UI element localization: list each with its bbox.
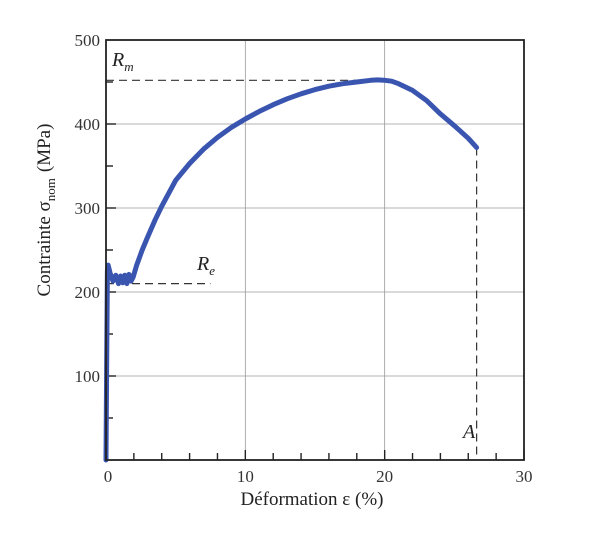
y-tick-label: 100 bbox=[75, 367, 101, 386]
rm-label: Rm bbox=[111, 49, 134, 74]
y-tick-label: 300 bbox=[75, 199, 101, 218]
reference-lines bbox=[106, 79, 478, 460]
y-axis-title-unit: (MPa) bbox=[34, 124, 55, 173]
y-axis-title-main: Contrainte σ bbox=[34, 201, 55, 296]
plot-frame bbox=[105, 39, 525, 461]
re-label-sub: e bbox=[209, 263, 215, 278]
y-tick-label: 200 bbox=[75, 283, 101, 302]
a-label: A bbox=[461, 421, 476, 443]
re-label-main: R bbox=[196, 253, 209, 275]
stress-strain-curve bbox=[103, 77, 480, 463]
y-axis-title: Contrainte σnom (MPa) bbox=[34, 124, 58, 297]
x-tick-label: 30 bbox=[516, 467, 533, 486]
re-label: Re bbox=[196, 253, 215, 278]
x-tick-label: 20 bbox=[376, 467, 393, 486]
rm-label-main: R bbox=[111, 49, 124, 71]
y-tick-label: 500 bbox=[75, 31, 101, 50]
x-tick-labels: 0 10 20 30 bbox=[104, 467, 533, 486]
x-axis-title: Déformation ε (%) bbox=[240, 489, 383, 510]
y-tick-label: 400 bbox=[75, 115, 101, 134]
y-tick-labels: 100 200 300 400 500 bbox=[75, 31, 101, 386]
minor-ticks bbox=[105, 81, 525, 460]
y-axis-title-sub: nom bbox=[43, 178, 58, 201]
x-tick-label: 10 bbox=[237, 467, 254, 486]
grid-lines bbox=[106, 40, 524, 460]
rm-label-sub: m bbox=[124, 59, 133, 74]
x-tick-label: 0 bbox=[104, 467, 113, 486]
